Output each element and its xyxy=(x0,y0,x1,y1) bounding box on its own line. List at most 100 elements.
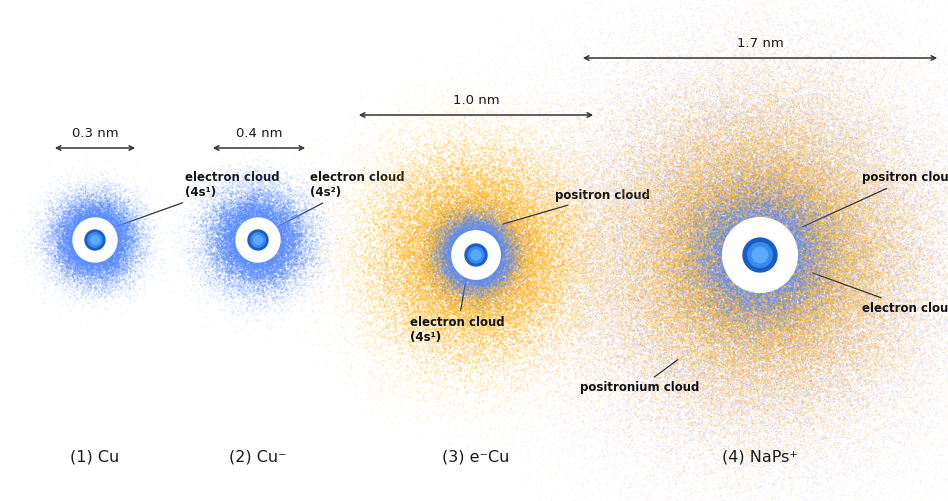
Point xyxy=(692,198,707,206)
Point xyxy=(449,226,465,234)
Point xyxy=(461,185,476,193)
Point xyxy=(624,237,639,245)
Point xyxy=(437,213,452,221)
Point xyxy=(754,228,769,236)
Point xyxy=(482,244,497,252)
Point xyxy=(251,214,266,222)
Point xyxy=(349,263,364,271)
Point xyxy=(217,182,232,190)
Point xyxy=(737,299,752,307)
Point xyxy=(839,274,854,282)
Point xyxy=(528,199,543,207)
Point xyxy=(737,186,752,194)
Point xyxy=(896,176,911,184)
Point xyxy=(389,253,404,261)
Point xyxy=(512,194,527,202)
Point xyxy=(804,136,819,144)
Point xyxy=(246,248,261,257)
Point xyxy=(219,212,234,220)
Point xyxy=(757,247,772,255)
Point xyxy=(78,239,93,247)
Point xyxy=(823,286,838,294)
Point xyxy=(775,345,790,353)
Point xyxy=(534,403,549,411)
Point xyxy=(814,327,830,335)
Point xyxy=(764,164,779,172)
Point xyxy=(473,337,488,345)
Point xyxy=(429,214,445,222)
Point xyxy=(464,229,479,237)
Point xyxy=(839,342,854,350)
Point xyxy=(482,246,497,254)
Point xyxy=(564,250,579,259)
Point xyxy=(945,343,948,351)
Point xyxy=(854,337,869,345)
Point xyxy=(779,51,794,59)
Point xyxy=(562,237,577,245)
Point xyxy=(100,249,116,258)
Point xyxy=(274,236,289,244)
Point xyxy=(881,218,896,226)
Point xyxy=(433,295,448,303)
Point xyxy=(793,203,808,211)
Point xyxy=(432,225,447,233)
Point xyxy=(74,255,89,263)
Point xyxy=(611,340,627,348)
Point xyxy=(668,119,684,127)
Point xyxy=(835,336,850,344)
Point xyxy=(932,246,947,254)
Point xyxy=(805,93,820,101)
Point xyxy=(706,114,721,122)
Point xyxy=(779,272,794,280)
Point xyxy=(762,246,777,254)
Point xyxy=(799,363,814,371)
Point xyxy=(107,227,122,235)
Point xyxy=(790,186,805,194)
Point xyxy=(742,116,757,124)
Point xyxy=(758,228,774,236)
Point xyxy=(641,108,656,116)
Point xyxy=(814,347,830,355)
Point xyxy=(737,176,752,184)
Point xyxy=(758,356,774,364)
Point xyxy=(703,333,719,341)
Point xyxy=(930,135,945,143)
Point xyxy=(853,356,868,364)
Point xyxy=(478,269,493,277)
Point xyxy=(767,276,782,284)
Point xyxy=(733,200,748,208)
Point xyxy=(794,186,810,194)
Point xyxy=(547,245,562,254)
Point xyxy=(479,299,494,307)
Point xyxy=(841,384,856,392)
Point xyxy=(585,184,600,192)
Point xyxy=(611,320,626,328)
Point xyxy=(74,219,89,227)
Point xyxy=(785,85,800,93)
Point xyxy=(769,273,784,281)
Point xyxy=(581,452,596,460)
Point xyxy=(670,47,685,55)
Point xyxy=(692,156,707,164)
Point xyxy=(805,221,820,229)
Point xyxy=(608,260,623,268)
Point xyxy=(728,76,743,84)
Point xyxy=(821,286,836,294)
Point xyxy=(659,233,674,241)
Point xyxy=(101,280,117,288)
Point xyxy=(557,306,573,314)
Point xyxy=(590,88,605,96)
Point xyxy=(742,252,757,260)
Point xyxy=(424,267,439,275)
Point xyxy=(256,226,271,234)
Point xyxy=(666,229,682,237)
Point xyxy=(793,190,809,198)
Point xyxy=(628,117,643,125)
Point xyxy=(811,271,826,279)
Point xyxy=(47,252,63,260)
Point xyxy=(928,88,943,96)
Point xyxy=(752,221,767,229)
Point xyxy=(729,428,744,436)
Point xyxy=(81,231,96,239)
Point xyxy=(627,230,642,238)
